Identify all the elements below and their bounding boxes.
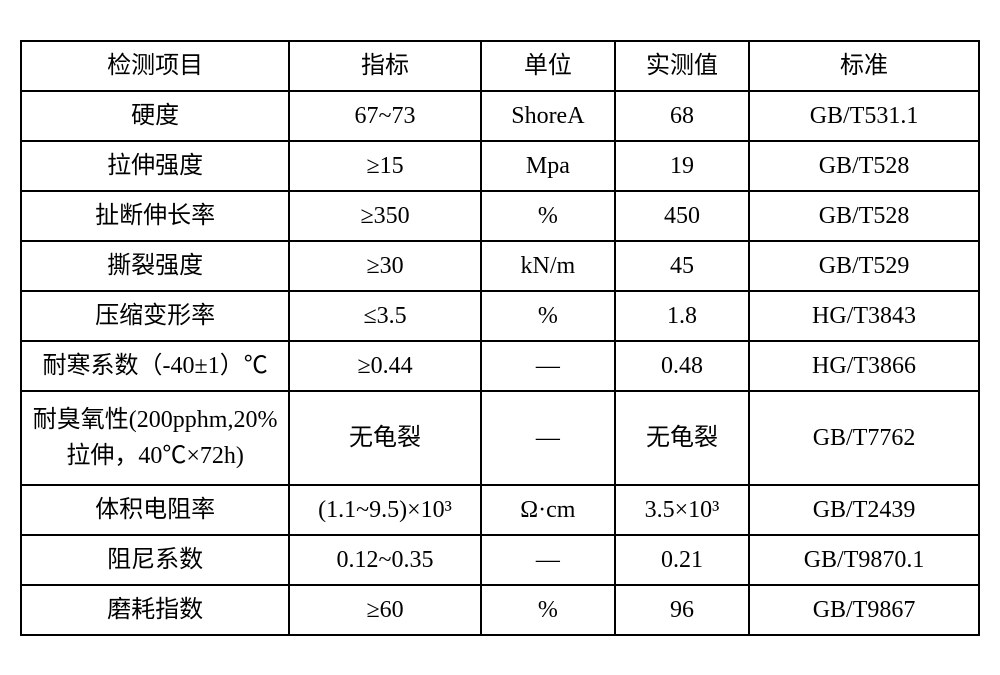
cell-item: 压缩变形率: [21, 291, 289, 341]
table-row: 耐臭氧性(200pphm,20%拉伸，40℃×72h) 无龟裂 — 无龟裂 GB…: [21, 391, 979, 485]
cell-standard: GB/T529: [749, 241, 979, 291]
col-header-spec: 指标: [289, 41, 481, 91]
cell-measured: 68: [615, 91, 749, 141]
cell-measured: 0.48: [615, 341, 749, 391]
cell-standard: GB/T2439: [749, 485, 979, 535]
cell-standard: HG/T3843: [749, 291, 979, 341]
cell-unit: %: [481, 585, 615, 635]
cell-measured: 45: [615, 241, 749, 291]
col-header-standard: 标准: [749, 41, 979, 91]
cell-item: 阻尼系数: [21, 535, 289, 585]
cell-spec: ≥0.44: [289, 341, 481, 391]
col-header-unit: 单位: [481, 41, 615, 91]
table-header-row: 检测项目 指标 单位 实测值 标准: [21, 41, 979, 91]
cell-unit: %: [481, 191, 615, 241]
table-body: 硬度 67~73 ShoreA 68 GB/T531.1 拉伸强度 ≥15 Mp…: [21, 91, 979, 635]
cell-spec: 无龟裂: [289, 391, 481, 485]
cell-item: 扯断伸长率: [21, 191, 289, 241]
cell-standard: GB/T528: [749, 191, 979, 241]
table-row: 磨耗指数 ≥60 % 96 GB/T9867: [21, 585, 979, 635]
table-row: 阻尼系数 0.12~0.35 — 0.21 GB/T9870.1: [21, 535, 979, 585]
table-row: 撕裂强度 ≥30 kN/m 45 GB/T529: [21, 241, 979, 291]
cell-unit: kN/m: [481, 241, 615, 291]
cell-spec: ≥60: [289, 585, 481, 635]
cell-unit: Mpa: [481, 141, 615, 191]
cell-measured: 3.5×10³: [615, 485, 749, 535]
cell-item: 耐寒系数（-40±1）℃: [21, 341, 289, 391]
cell-measured: 0.21: [615, 535, 749, 585]
cell-measured: 96: [615, 585, 749, 635]
table-row: 拉伸强度 ≥15 Mpa 19 GB/T528: [21, 141, 979, 191]
cell-unit: —: [481, 391, 615, 485]
table-row: 体积电阻率 (1.1~9.5)×10³ Ω·cm 3.5×10³ GB/T243…: [21, 485, 979, 535]
cell-item: 耐臭氧性(200pphm,20%拉伸，40℃×72h): [21, 391, 289, 485]
cell-standard: GB/T7762: [749, 391, 979, 485]
cell-item: 磨耗指数: [21, 585, 289, 635]
cell-measured: 450: [615, 191, 749, 241]
table-row: 耐寒系数（-40±1）℃ ≥0.44 — 0.48 HG/T3866: [21, 341, 979, 391]
cell-spec: ≥350: [289, 191, 481, 241]
cell-unit: %: [481, 291, 615, 341]
cell-item: 拉伸强度: [21, 141, 289, 191]
cell-spec: 0.12~0.35: [289, 535, 481, 585]
cell-spec: ≤3.5: [289, 291, 481, 341]
cell-spec: ≥30: [289, 241, 481, 291]
table-row: 扯断伸长率 ≥350 % 450 GB/T528: [21, 191, 979, 241]
cell-unit: ShoreA: [481, 91, 615, 141]
col-header-measured: 实测值: [615, 41, 749, 91]
col-header-item: 检测项目: [21, 41, 289, 91]
cell-standard: HG/T3866: [749, 341, 979, 391]
cell-unit: —: [481, 341, 615, 391]
cell-measured: 无龟裂: [615, 391, 749, 485]
cell-unit: —: [481, 535, 615, 585]
cell-item: 硬度: [21, 91, 289, 141]
spec-table: 检测项目 指标 单位 实测值 标准 硬度 67~73 ShoreA 68 GB/…: [20, 40, 980, 636]
cell-item: 体积电阻率: [21, 485, 289, 535]
cell-spec: ≥15: [289, 141, 481, 191]
cell-item: 撕裂强度: [21, 241, 289, 291]
table-row: 压缩变形率 ≤3.5 % 1.8 HG/T3843: [21, 291, 979, 341]
cell-spec: 67~73: [289, 91, 481, 141]
page-wrapper: 检测项目 指标 单位 实测值 标准 硬度 67~73 ShoreA 68 GB/…: [0, 0, 1000, 675]
cell-measured: 1.8: [615, 291, 749, 341]
table-row: 硬度 67~73 ShoreA 68 GB/T531.1: [21, 91, 979, 141]
cell-standard: GB/T531.1: [749, 91, 979, 141]
cell-unit: Ω·cm: [481, 485, 615, 535]
cell-standard: GB/T528: [749, 141, 979, 191]
cell-measured: 19: [615, 141, 749, 191]
cell-standard: GB/T9867: [749, 585, 979, 635]
cell-standard: GB/T9870.1: [749, 535, 979, 585]
cell-spec: (1.1~9.5)×10³: [289, 485, 481, 535]
